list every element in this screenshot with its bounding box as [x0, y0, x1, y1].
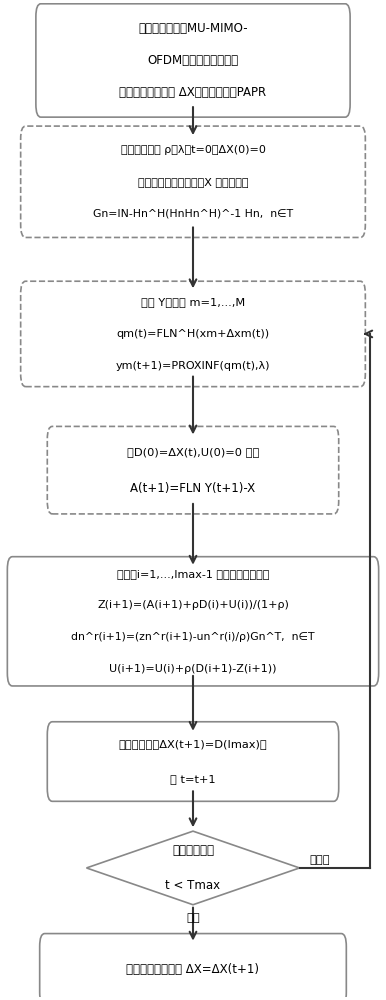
- Text: 满足终止条件: 满足终止条件: [172, 844, 214, 857]
- Text: 给定一个大规模MU-MIMO-: 给定一个大规模MU-MIMO-: [138, 22, 248, 35]
- Text: U(i+1)=U(i)+ρ(D(i+1)-Z(i+1)): U(i+1)=U(i)+ρ(D(i+1)-Z(i+1)): [109, 664, 277, 674]
- Polygon shape: [86, 831, 300, 905]
- Text: OFDM下行链路频域信号: OFDM下行链路频域信号: [147, 54, 239, 67]
- Text: ym(t+1)=PROXINF(qm(t),λ): ym(t+1)=PROXINF(qm(t),λ): [116, 361, 270, 371]
- Text: 满足: 满足: [186, 913, 200, 923]
- Text: 令 t=t+1: 令 t=t+1: [170, 774, 216, 784]
- Text: 最终返回干扰信号 ΔX=ΔX(t+1): 最终返回干扰信号 ΔX=ΔX(t+1): [127, 963, 259, 976]
- Text: Gn=IN-Hn^H(HnHn^H)^-1 Hn,  n∈T: Gn=IN-Hn^H(HnHn^H)^-1 Hn, n∈T: [93, 209, 293, 219]
- FancyBboxPatch shape: [36, 4, 350, 117]
- Text: t < Tmax: t < Tmax: [166, 879, 220, 892]
- FancyBboxPatch shape: [47, 722, 339, 801]
- Text: 更新 Y，对于 m=1,...,M: 更新 Y，对于 m=1,...,M: [141, 297, 245, 307]
- Text: dn^r(i+1)=(zn^r(i+1)-un^r(i)/ρ)Gn^T,  n∈T: dn^r(i+1)=(zn^r(i+1)-un^r(i)/ρ)Gn^T, n∈T: [71, 632, 315, 642]
- Text: 返回干扰信号ΔX(t+1)=D(Imax)，: 返回干扰信号ΔX(t+1)=D(Imax)，: [119, 739, 267, 749]
- Text: ，和计算初始发射信号X 和映射矩阵: ，和计算初始发射信号X 和映射矩阵: [138, 177, 248, 187]
- Text: 对于，i=1,...,Imax-1 重复以下递归循环: 对于，i=1,...,Imax-1 重复以下递归循环: [117, 569, 269, 579]
- Text: Z(i+1)=(A(i+1)+ρD(i)+U(i))/(1+ρ): Z(i+1)=(A(i+1)+ρD(i)+U(i))/(1+ρ): [97, 600, 289, 610]
- Text: 不满足: 不满足: [309, 855, 330, 865]
- Text: 令D(0)=ΔX(t),U(0)=0 计算: 令D(0)=ΔX(t),U(0)=0 计算: [127, 447, 259, 457]
- Text: 设置初始参数 ρ、λ、t=0、ΔX(0)=0: 设置初始参数 ρ、λ、t=0、ΔX(0)=0: [120, 145, 266, 155]
- Text: qm(t)=FLN^H(xm+Δxm(t)): qm(t)=FLN^H(xm+Δxm(t)): [117, 329, 269, 339]
- FancyBboxPatch shape: [21, 281, 365, 387]
- FancyBboxPatch shape: [7, 557, 379, 686]
- Text: A(t+1)=FLN Y(t+1)-X: A(t+1)=FLN Y(t+1)-X: [130, 482, 256, 495]
- FancyBboxPatch shape: [40, 934, 346, 1000]
- FancyBboxPatch shape: [47, 426, 339, 514]
- Text: 构造一个干扰信号 ΔX以降低信号的PAPR: 构造一个干扰信号 ΔX以降低信号的PAPR: [119, 86, 267, 99]
- FancyBboxPatch shape: [21, 126, 365, 237]
